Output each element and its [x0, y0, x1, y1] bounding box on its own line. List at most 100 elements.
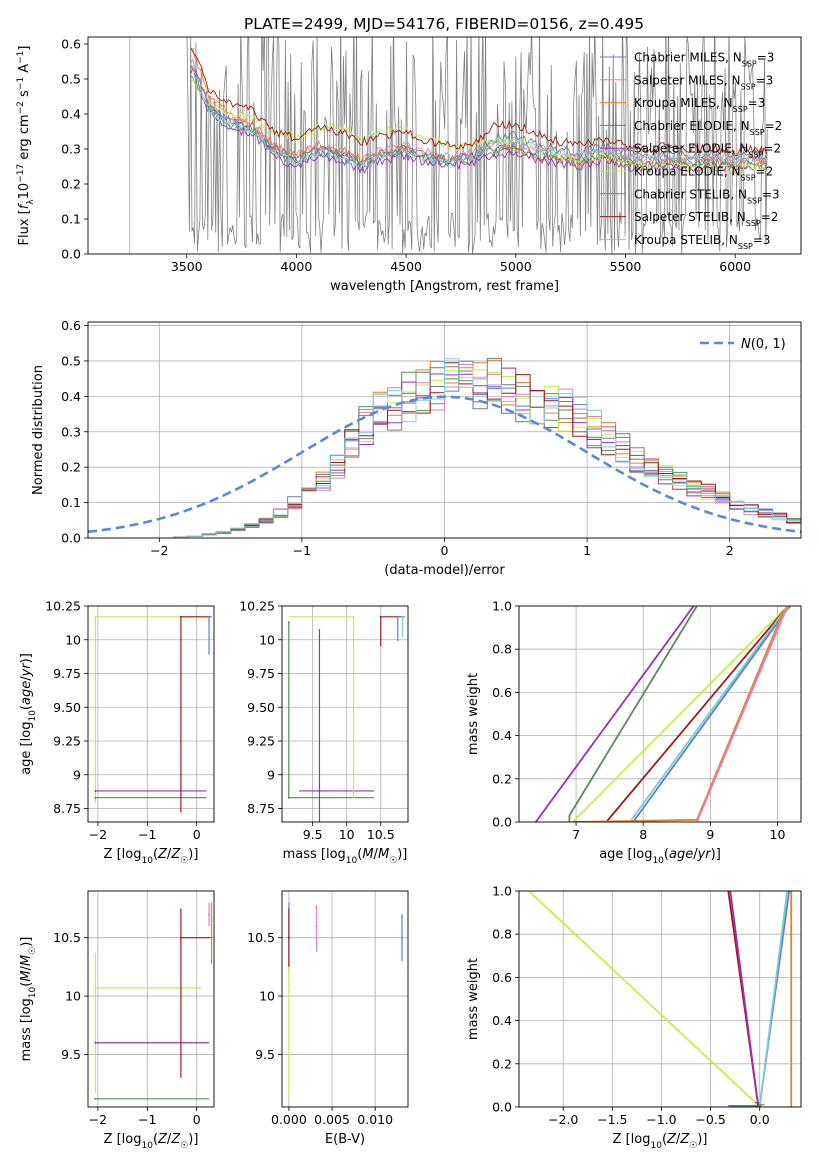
y-tick-label: 1.0	[492, 884, 512, 899]
x-axis-label: age [log10(age/yr)]	[599, 847, 721, 866]
x-tick-label: −1	[293, 543, 311, 558]
residuals-plot-area	[88, 357, 801, 538]
axes-frame	[87, 36, 802, 255]
x-tick-label: 0.000	[271, 1112, 307, 1127]
x-tick-label: 0.010	[357, 1112, 393, 1127]
panel-cumulative_age: 7 8 9 10 0.0 0.2 0.4 0.6 0.8 1.0 age [log10(age/yr…	[466, 599, 802, 866]
x-tick-label: −2.0	[548, 1112, 578, 1127]
y-tick-label: 1.0	[492, 599, 512, 614]
y-tick-label: 0.1	[61, 495, 81, 510]
y-tick-label: 0.0	[61, 247, 81, 262]
x-tick-label: −1.5	[597, 1112, 627, 1127]
axes-frame	[518, 890, 802, 1108]
cumulative_Z-plot-area	[528, 891, 795, 1107]
x-tick-label: 10	[339, 827, 355, 842]
cumulative_age-plot-area	[535, 606, 794, 822]
y-tick-label: 10.25	[239, 599, 275, 614]
x-tick-label: 6000	[719, 259, 751, 274]
y-tick-label: 9.5	[61, 1047, 81, 1062]
y-tick-label: 9.75	[53, 666, 81, 681]
y-tick-label: 9.50	[53, 700, 81, 715]
x-tick-label: −1.0	[646, 1112, 676, 1127]
y-tick-label: 0.3	[61, 142, 81, 157]
x-tick-label: 0	[441, 543, 449, 558]
x-tick-label: 1	[583, 543, 591, 558]
model-line-kroupa_elodie	[190, 78, 768, 175]
y-axis-label: Flux [fλ10−17 erg cm−2 s−1 A−1]	[16, 46, 36, 246]
spectrum-plot-area	[129, 37, 768, 254]
y-tick-label: 9.5	[255, 1047, 275, 1062]
y-tick-label: 8.75	[53, 801, 81, 816]
data-point	[208, 913, 211, 916]
data-point	[94, 1041, 97, 1044]
legend-label: Chabrier MILES, NSSP=3	[634, 51, 774, 69]
observed-spectrum-line	[186, 37, 768, 254]
y-tick-label: 9	[267, 767, 275, 782]
x-tick-label: 4500	[390, 259, 422, 274]
x-tick-label: −2	[150, 543, 168, 558]
y-tick-label: 0.3	[61, 424, 81, 439]
y-tick-label: 0.6	[492, 970, 512, 985]
panel-age_vs_mass: 9.5 10 10.5 8.75 9 9.25 9.50 9.75 10 10.25 mass [l…	[239, 599, 409, 866]
y-tick-label: 0.5	[61, 353, 81, 368]
x-tick-label: 5000	[500, 259, 532, 274]
x-tick-label: 9	[706, 827, 714, 842]
panel-residuals: −2 −1 0 1 2 0.0 0.1 0.2 0.3 0.4 0.5 0.6 (data-model)…	[31, 318, 802, 578]
cumulative-line-chabrier_miles	[632, 606, 791, 822]
y-tick-label: 0.5	[61, 72, 81, 87]
x-tick-label: −1	[138, 1112, 156, 1127]
data-point	[179, 936, 182, 939]
panel-age_vs_Z: −2 −1 0 8.75 9 9.25 9.50 9.75 10 10.25 Z [log10(Z/…	[19, 599, 215, 866]
x-tick-label: −0.5	[695, 1112, 725, 1127]
data-point	[287, 796, 290, 799]
legend-label: Kroupa MILES, NSSP=3	[634, 96, 765, 114]
x-axis-label: Z [log10(Z/Z☉)]	[104, 1132, 199, 1151]
y-axis-label: mass [log10(M/M☉)]	[19, 937, 38, 1062]
model-line-kroupa_miles	[191, 47, 768, 169]
data-point	[208, 615, 211, 618]
y-tick-label: 0.2	[61, 460, 81, 475]
y-tick-label: 0.6	[61, 318, 81, 333]
cumulative-line-kroupa_stelib	[629, 606, 789, 822]
mass_vs_EBV-plot-area	[287, 902, 403, 1096]
x-tick-label: 4000	[281, 259, 313, 274]
x-tick-label: 5500	[610, 259, 642, 274]
data-point	[379, 615, 382, 618]
y-axis-label: mass weight	[466, 673, 481, 755]
data-point	[287, 983, 290, 986]
x-tick-label: 0	[193, 827, 201, 842]
normal-curve	[88, 395, 801, 534]
age_vs_Z-plot-area	[94, 615, 212, 813]
model-line-salpeter_elodie	[190, 67, 768, 175]
data-point	[352, 615, 355, 618]
y-tick-label: 10.5	[247, 930, 275, 945]
x-tick-label: 7	[572, 827, 580, 842]
x-axis-label: (data-model)/error	[384, 563, 505, 578]
cumulative-line-chabrier_elodie	[568, 606, 698, 822]
axes-frame	[518, 605, 802, 823]
y-tick-label: 9.25	[247, 734, 275, 749]
model-line-chabrier_stelib	[190, 65, 768, 167]
model-line-salpeter_stelib	[190, 48, 768, 157]
panel-spectrum: 3500 4000 4500 5000 5500 6000 0.0 0.1 0.2 0.3 0.4 0…	[16, 36, 802, 294]
cumulative-line-kroupa_elodie	[572, 606, 789, 822]
plots-container: 3500 4000 4500 5000 5500 6000 0.0 0.1 0.2 0.3 0.4 0…	[16, 36, 802, 1151]
legend-label: Salpeter MILES, NSSP=3	[634, 73, 773, 91]
y-axis-label: Normed distribution	[31, 365, 46, 495]
y-tick-label: 0.1	[61, 212, 81, 227]
x-tick-label: 0	[193, 1112, 201, 1127]
cumulative-line-kroupa_stelib	[758, 891, 789, 1107]
x-tick-label: 3500	[171, 259, 203, 274]
y-tick-label: 0.2	[492, 1056, 512, 1071]
y-axis-label: mass weight	[466, 958, 481, 1040]
y-tick-label: 9.75	[247, 666, 275, 681]
y-tick-label: 0.4	[61, 107, 81, 122]
x-tick-label: 2	[726, 543, 734, 558]
data-point	[179, 615, 182, 618]
data-point	[318, 789, 321, 792]
data-point	[400, 936, 403, 939]
panel-cumulative_Z: −2.0 −1.5 −1.0 −0.5 0.0 0.0 0.2 0.4 0.6 0.8 1.0 Z […	[466, 884, 802, 1151]
axes-frame	[87, 890, 215, 1108]
data-point	[94, 789, 97, 792]
